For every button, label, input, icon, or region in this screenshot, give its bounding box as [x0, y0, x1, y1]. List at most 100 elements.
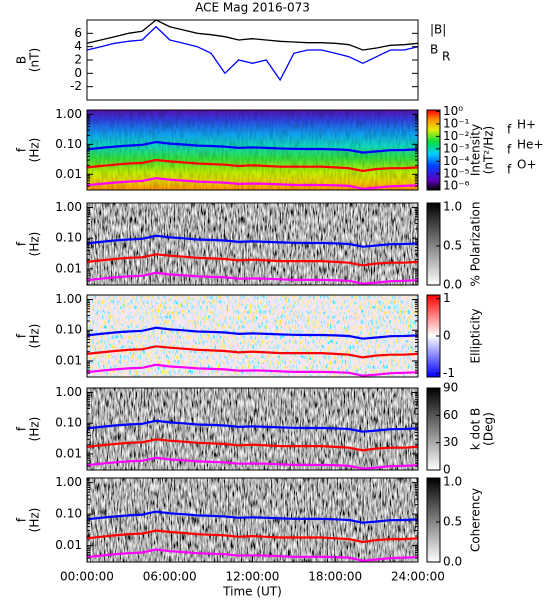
x-axis-label: Time (UT)	[222, 585, 282, 599]
y-axis-label: f	[15, 517, 29, 522]
colorbar-tick-label: 10⁻¹	[443, 116, 470, 130]
colorbar-tick-label: 30	[443, 435, 458, 449]
y-tick-label: 1.00	[55, 385, 82, 399]
series-line	[86, 456, 419, 470]
y-tick-label: 0.01	[55, 353, 82, 367]
colorbar-label: (nT²/Hz)	[482, 126, 496, 174]
plot-frame	[86, 294, 419, 378]
y-axis-label: f	[15, 426, 29, 431]
colorbar-label: (Deg)	[482, 412, 496, 446]
colorbar-tick-label: 1.0	[443, 475, 462, 489]
y-tick-label: 4	[74, 39, 82, 53]
legend-subscript: He+	[517, 138, 543, 152]
y-axis-label: f	[15, 241, 29, 246]
colorbar-tick-label: 10⁰	[443, 104, 463, 118]
y-tick-label: 2	[74, 53, 82, 67]
legend-label: |B|	[430, 23, 446, 37]
colorbar	[426, 109, 441, 191]
series-line	[86, 176, 419, 190]
y-tick-label: 1.00	[55, 200, 82, 214]
colorbar-tick-label: 1.0	[443, 199, 462, 213]
colorbar-tick-label: 10⁻³	[443, 141, 470, 155]
legend-subscript: H+	[517, 118, 536, 132]
colorbar-tick-label: 60	[443, 408, 458, 422]
y-axis-label: (Hz)	[28, 508, 42, 533]
series-line	[86, 25, 419, 82]
y-tick-label: 0.10	[55, 507, 82, 521]
chart-title: ACE Mag 2016-073	[195, 1, 310, 15]
colorbar-label: Intensity	[469, 124, 483, 176]
y-tick-label: 6	[74, 26, 82, 40]
y-tick-label: 0.10	[55, 231, 82, 245]
y-tick-label: -2	[70, 79, 82, 93]
series-line	[86, 19, 419, 51]
y-tick-label: 1.00	[55, 475, 82, 489]
legend-subscript: R	[442, 50, 450, 64]
series-line	[86, 345, 419, 359]
x-tick-label: 12:00:00	[226, 570, 280, 584]
series-line	[86, 158, 419, 173]
panel: 1.00 0.10 0.01 f (Hz) 0 30 60 90 k dot B (Deg)	[15, 381, 496, 477]
colorbar-label: % Polarization	[469, 202, 483, 287]
y-axis-label: (Hz)	[28, 417, 42, 442]
y-axis-label: (Hz)	[28, 232, 42, 257]
colorbar-tick-label: 0.5	[443, 515, 462, 529]
series-line	[86, 529, 419, 544]
y-axis-label: (Hz)	[28, 324, 42, 349]
colorbar	[426, 477, 441, 563]
y-tick-label: 0.10	[55, 323, 82, 337]
legend-subscript: O+	[517, 158, 537, 172]
series-line	[86, 326, 419, 340]
spectrogram-texture	[87, 110, 418, 190]
colorbar	[426, 202, 441, 286]
plot-frame	[86, 387, 419, 471]
spectrogram-background	[87, 295, 418, 377]
y-axis-label: (Hz)	[28, 138, 42, 163]
panel: 1.00 0.10 0.01 f (Hz) 00:00:00 06:00:00 12:00:0…	[15, 475, 483, 599]
legend-label: f	[507, 143, 512, 157]
colorbar-label: Coherency	[469, 488, 483, 552]
legend-label: f	[507, 123, 512, 137]
y-axis-label: (nT)	[28, 48, 42, 72]
x-tick-label: 18:00:00	[308, 570, 362, 584]
colorbar-label: k dot B	[469, 408, 483, 450]
y-axis-label: f	[15, 333, 29, 338]
panel: 1.00 0.10 0.01 f (Hz) -1 0 1 Ellipticity	[15, 291, 483, 380]
colorbar-tick-label: 1	[443, 291, 451, 305]
series-line	[86, 140, 419, 154]
spectrogram-background	[87, 478, 418, 562]
series-line	[86, 510, 419, 524]
plot-frame	[86, 202, 419, 286]
panel: 1.00 0.10 0.01 f (Hz) 0.0 0.5 1.0 % Polarization	[15, 199, 483, 291]
colorbar-tick-label: 10⁻²	[443, 129, 470, 143]
series-line	[86, 548, 419, 562]
x-tick-label: 24:00:00	[391, 570, 445, 584]
y-tick-label: 0.01	[55, 167, 82, 181]
colorbar-tick-label: 0	[443, 463, 451, 477]
y-tick-label: 0	[74, 66, 82, 80]
legend-label: B	[430, 43, 438, 57]
colorbar-tick-label: 10⁻⁴	[443, 154, 470, 168]
spectrogram-background	[87, 203, 418, 285]
colorbar	[426, 387, 441, 471]
series-line	[86, 234, 419, 248]
colorbar-tick-label: 0.0	[443, 278, 462, 292]
spectrogram-background	[87, 388, 418, 470]
y-tick-label: 0.01	[55, 446, 82, 460]
colorbar-label: Ellipticity	[469, 309, 483, 364]
colorbar-tick-label: 0.5	[443, 238, 462, 252]
colorbar-tick-label: 90	[443, 381, 458, 395]
y-tick-label: 0.01	[55, 261, 82, 275]
series-line	[86, 419, 419, 433]
y-axis-label: B	[15, 56, 29, 64]
x-tick-label: 00:00:00	[60, 570, 114, 584]
y-tick-label: 1.00	[55, 107, 82, 121]
colorbar-tick-label: 10⁻⁶	[443, 179, 470, 193]
y-tick-label: 0.01	[55, 538, 82, 552]
series-line	[86, 363, 419, 377]
x-tick-label: 06:00:00	[143, 570, 197, 584]
y-tick-label: 0.10	[55, 137, 82, 151]
